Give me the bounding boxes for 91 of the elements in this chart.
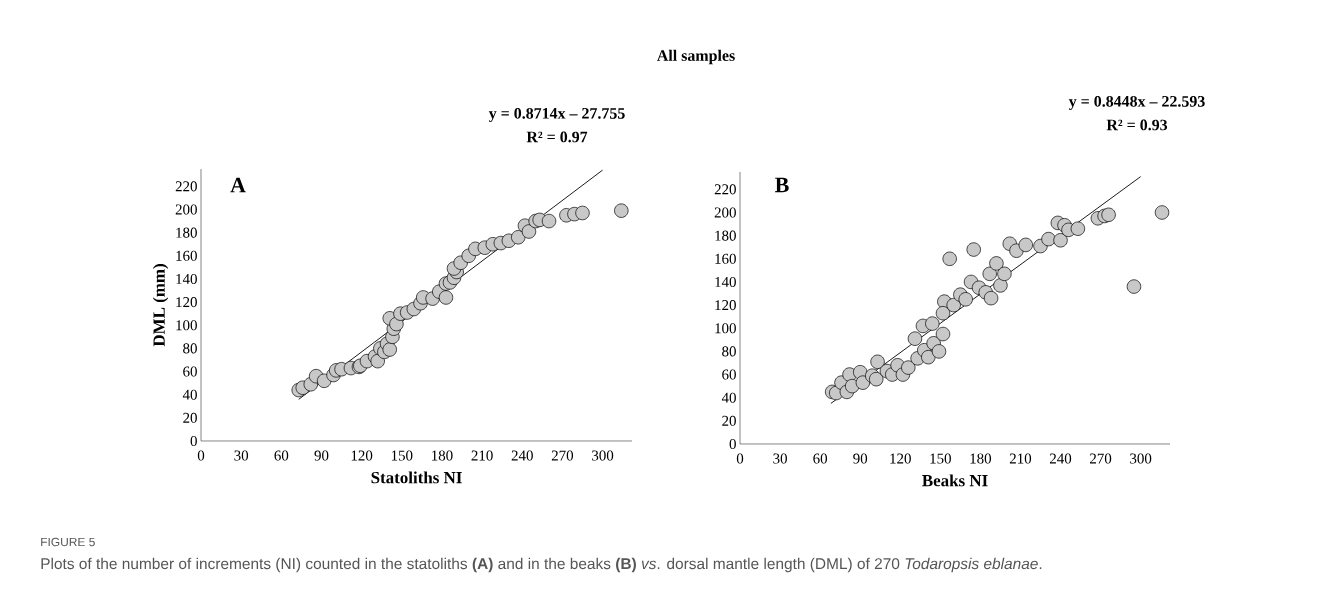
point (1154, 205, 1170, 220)
point (942, 251, 957, 266)
y-tick-label: 0 (729, 438, 736, 450)
point (901, 360, 916, 375)
y-tick-label: 40 (721, 392, 736, 403)
x-tick-label: 180 (970, 453, 992, 464)
point (1126, 279, 1142, 294)
y-tick-label: 160 (715, 253, 736, 264)
point (921, 350, 936, 365)
y-tick-label: 0 (190, 435, 197, 447)
caption: FIGURE 5 (41, 537, 95, 547)
y-tick-label: 200 (714, 207, 736, 218)
point (575, 205, 590, 221)
point (989, 256, 1004, 271)
x-tick-label: 240 (511, 450, 533, 461)
x-tick-label: 150 (930, 453, 951, 464)
x-tick-label: 300 (592, 450, 614, 461)
x-tick-label: 300 (1130, 453, 1152, 464)
x-tick-label: 210 (471, 450, 493, 461)
x-tick-label: 120 (351, 450, 373, 461)
point (958, 292, 973, 307)
text: R² = 0.93 (1106, 119, 1168, 131)
x-tick-label: 210 (1009, 453, 1032, 464)
text: Plots of the number of increments (NI) counted in the statoliths (A) and in the beaks (B) vs. dorsal mantle length (DML) of 270 Todaropsis eblanae. (41, 557, 1042, 573)
point (1101, 207, 1116, 222)
point (521, 224, 537, 239)
x-tick-label: 60 (813, 453, 828, 464)
x-tick-label: 30 (773, 453, 787, 464)
point (382, 342, 397, 357)
x-tick-label: 150 (391, 450, 413, 461)
point (966, 242, 981, 257)
y-tick-label: 180 (715, 230, 736, 241)
point (983, 290, 999, 306)
y-tick-label: 40 (182, 389, 197, 400)
x-tick-label: 0 (197, 450, 205, 461)
y-tick-label: 60 (183, 366, 197, 377)
point (1053, 233, 1068, 248)
point (925, 316, 940, 331)
y-tick-label: 220 (714, 184, 736, 195)
x-tick-label: 0 (736, 453, 744, 464)
x-tick-label: 270 (1090, 453, 1112, 464)
point (1041, 231, 1056, 247)
x-tick-label: 60 (274, 450, 289, 461)
point (993, 278, 1008, 293)
text: y = 0.8714x – 27.755 (488, 107, 625, 123)
text: R² = 0.97 (526, 131, 588, 143)
y-tick-label: 140 (176, 273, 197, 284)
x-tick-label: 90 (314, 450, 329, 461)
text: All samples (656, 49, 735, 65)
point (931, 344, 947, 359)
y-tick-label: 120 (715, 300, 736, 311)
x-tick-label: 30 (234, 450, 249, 461)
y-tick-label: 220 (175, 181, 197, 192)
y-tick-label: 180 (176, 227, 197, 238)
y-tick-label: 160 (176, 250, 197, 261)
y-tick-label: 100 (176, 320, 197, 331)
x-tick-label: 240 (1049, 453, 1072, 464)
y-tick-label: 60 (722, 369, 736, 380)
y-tick-label: 140 (715, 276, 736, 287)
y-tick-label: 20 (183, 412, 197, 423)
point (997, 266, 1012, 281)
point (946, 297, 961, 313)
text: y = 0.8448x – 22.593 (1068, 95, 1205, 111)
point (614, 203, 629, 218)
y-tick-label: 80 (183, 343, 197, 354)
x-tick-label: 120 (890, 453, 911, 464)
x-axis-title: Beaks NI (922, 474, 988, 487)
y-axis-title: DML (mm) (152, 264, 169, 347)
annotation: B (775, 177, 789, 193)
point (1018, 237, 1033, 253)
y-tick-label: 80 (722, 346, 736, 357)
point (1070, 221, 1086, 236)
x-axis-title: Statoliths NI (371, 471, 462, 484)
point (541, 213, 557, 229)
point (982, 266, 997, 281)
y-tick-label: 120 (176, 297, 197, 308)
x-tick-label: 270 (551, 450, 574, 461)
point (935, 306, 951, 321)
x-tick-label: 90 (853, 453, 868, 464)
point (935, 326, 951, 342)
point (855, 375, 871, 390)
y-tick-label: 200 (175, 204, 197, 215)
x-tick-label: 180 (432, 450, 453, 461)
point (869, 372, 884, 387)
point (438, 290, 454, 305)
y-tick-label: 20 (722, 415, 736, 426)
y-tick-label: 100 (715, 323, 736, 334)
point (870, 354, 885, 369)
point (511, 230, 526, 245)
point (907, 331, 923, 346)
annotation: A (230, 177, 246, 193)
